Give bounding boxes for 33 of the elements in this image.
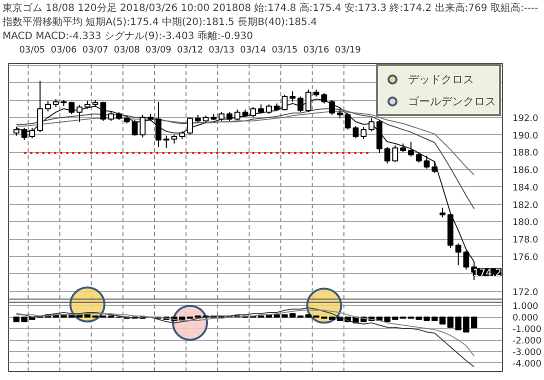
y-tick-label: -4.000 (512, 359, 542, 370)
x-tick-label: 03/16 (303, 46, 330, 56)
x-tick-label: 03/07 (82, 46, 108, 56)
y-tick-label: 180.0 (512, 218, 539, 228)
x-tick-label: 03/13 (208, 46, 235, 56)
y-tick-label: 178.0 (512, 236, 539, 246)
x-tick-label: 03/19 (334, 46, 362, 56)
x-tick-label: 03/14 (240, 46, 266, 56)
y-tick-label: 0.000 (512, 314, 539, 324)
y-tick-label: -2.000 (512, 336, 542, 346)
chart-title: 東京ゴム 18/08 120分足 2018/03/26 10:00 201808 始:174.8 高:175.4 安:173.3 終:174.2 出来高:769 取組高:---- (2, 2, 539, 14)
y-tick-label: -1.000 (512, 325, 542, 336)
x-tick-label: 03/15 (272, 46, 298, 56)
legend-label: デッドクロス (408, 72, 474, 86)
chart-subtitle: 指数平滑移動平均 短期A(5):175.4 中期(20):181.5 長期B(40):185.4 (2, 16, 317, 28)
y-tick-label: 1.000 (512, 302, 539, 312)
annotation: 174.2 (472, 268, 502, 280)
y-tick-label: 192.0 (512, 114, 539, 124)
x-tick-label: 03/08 (114, 46, 140, 56)
y-tick-label: 188.0 (512, 148, 539, 159)
x-tick-label: 03/12 (177, 46, 203, 56)
y-tick-label: 172.0 (512, 288, 539, 298)
y-tick-label: 182.0 (512, 200, 539, 211)
y-tick-label: 184.0 (512, 183, 539, 194)
x-tick-label: 03/06 (50, 46, 77, 56)
y-tick-label: -3.000 (512, 348, 542, 358)
legend-label: ゴールデンクロス (408, 94, 496, 108)
x-tick-label: 03/09 (145, 46, 172, 56)
y-tick-label: 186.0 (512, 166, 539, 176)
text: MACD MACD:-4.333 シグナル(9):-3.403 乖離:-0.930 (2, 30, 253, 42)
y-tick-label: 190.0 (512, 131, 539, 142)
x-tick-label: 03/05 (19, 46, 46, 56)
y-tick-label: 176.0 (512, 253, 539, 264)
